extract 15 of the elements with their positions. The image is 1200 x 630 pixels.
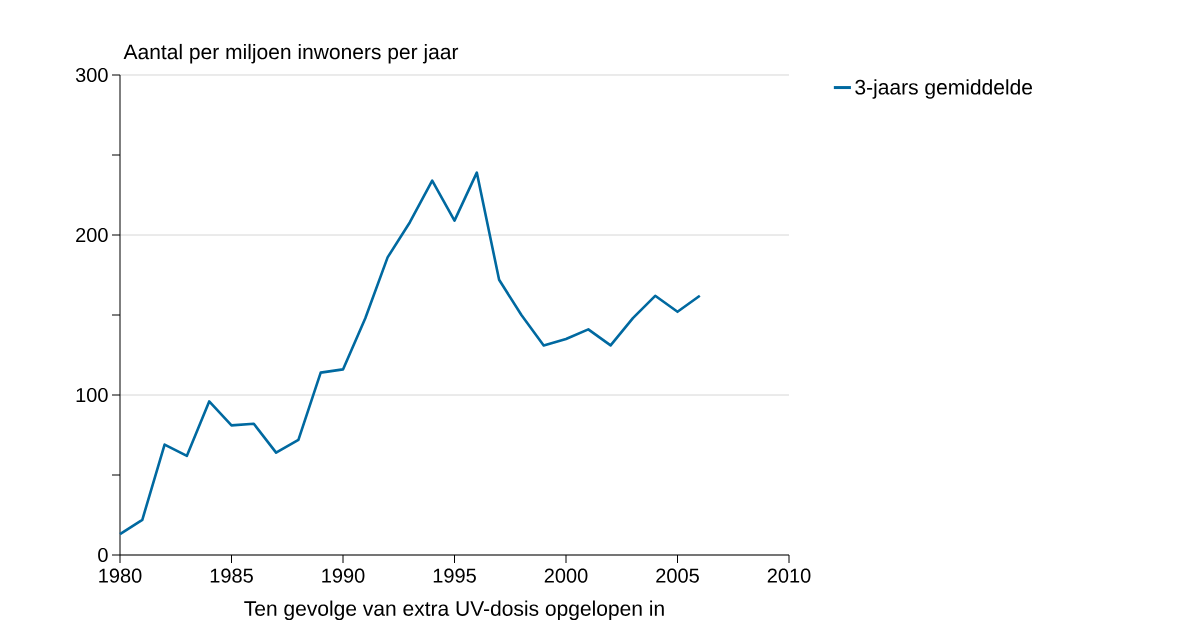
x-tick-label: 2000 [544, 568, 588, 583]
x-tick-label: 2005 [656, 568, 699, 583]
y-tick-label: 300 [75, 67, 108, 83]
y-axis-title: Aantal per miljoen inwoners per jaar [123, 43, 459, 64]
x-tick-label: 1995 [433, 568, 476, 583]
legend-label: 3-jaars gemiddelde [855, 79, 1033, 99]
y-tick-label: 0 [98, 547, 108, 563]
x-axis-title: Ten gevolge van extra UV-dosis opgelopen in [244, 600, 664, 621]
y-tick-label: 200 [76, 227, 108, 243]
line-series [118, 171, 702, 536]
x-tick-label: 1990 [322, 568, 365, 583]
y-tick-label: 100 [76, 387, 108, 403]
x-tick-label: 2010 [767, 568, 811, 583]
x-tick-label: 1985 [210, 568, 253, 583]
x-tick-label: 1980 [99, 568, 142, 583]
